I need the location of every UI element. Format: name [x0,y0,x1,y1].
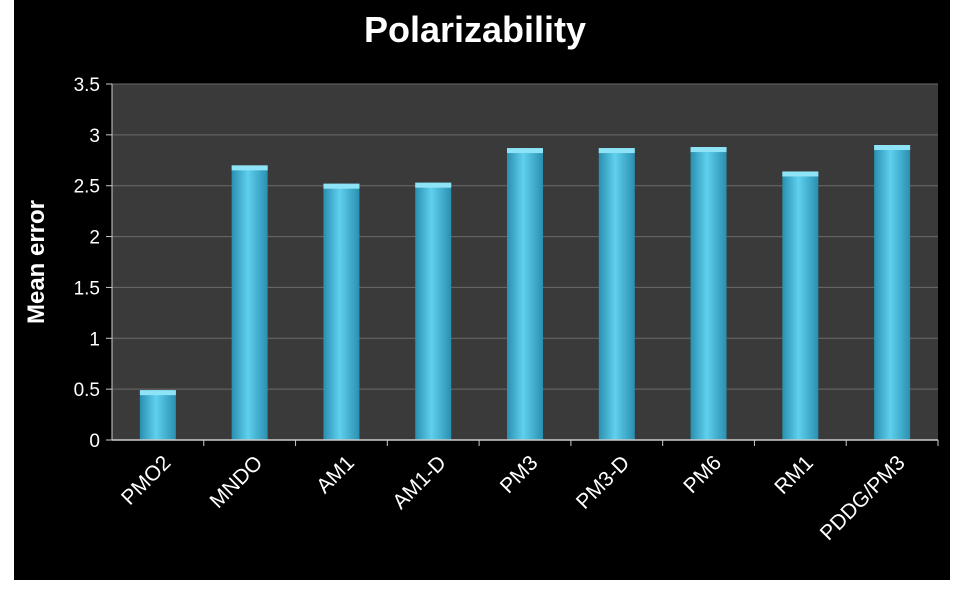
x-tick-label: AM1 [312,451,359,498]
bar-top-highlight [323,183,360,189]
bar-top-highlight [782,171,819,177]
x-tick-label: PM3 [496,451,543,498]
bar-top-highlight [598,148,635,154]
bar [231,165,268,440]
bar [690,147,727,440]
bars [139,145,911,441]
bar-top-highlight [874,145,911,151]
x-tick-label: PM3-D [572,451,634,513]
y-tick-label: 2.5 [74,177,100,198]
bar-top-highlight [139,390,176,396]
bar [415,182,452,441]
bar-top-highlight [690,147,727,153]
bar-top-highlight [231,165,268,171]
y-tick-label: 3.5 [74,75,100,96]
bar-top-highlight [507,148,543,154]
bar [782,171,819,440]
y-tick-labels: 0 0.5 1 1.5 2 2.5 3 3.5 [74,75,100,452]
bar [507,148,543,440]
x-tick-label: MNDO [206,451,268,513]
x-tick-label: AM1-D [388,451,450,513]
x-tick-label: PM6 [679,451,726,498]
y-tick-label: 1 [89,329,100,350]
bar-top-highlight [415,182,452,188]
y-tick-label: 0 [89,431,100,452]
y-tick-label: 1.5 [74,278,100,299]
bar [323,183,360,440]
x-tick-label: PMO2 [117,451,175,509]
bar [139,390,176,440]
x-tick-label: RM1 [770,451,818,499]
y-tick-label: 2 [89,228,100,249]
axes [106,83,939,446]
bar [874,145,911,440]
chart-title: Polarizability [364,9,586,50]
bar [598,148,635,440]
y-axis-label: Mean error [23,200,50,324]
x-tick-label: PDDG/PM3 [816,451,910,545]
y-tick-label: 3 [89,126,100,147]
y-tick-label: 0.5 [74,380,100,401]
